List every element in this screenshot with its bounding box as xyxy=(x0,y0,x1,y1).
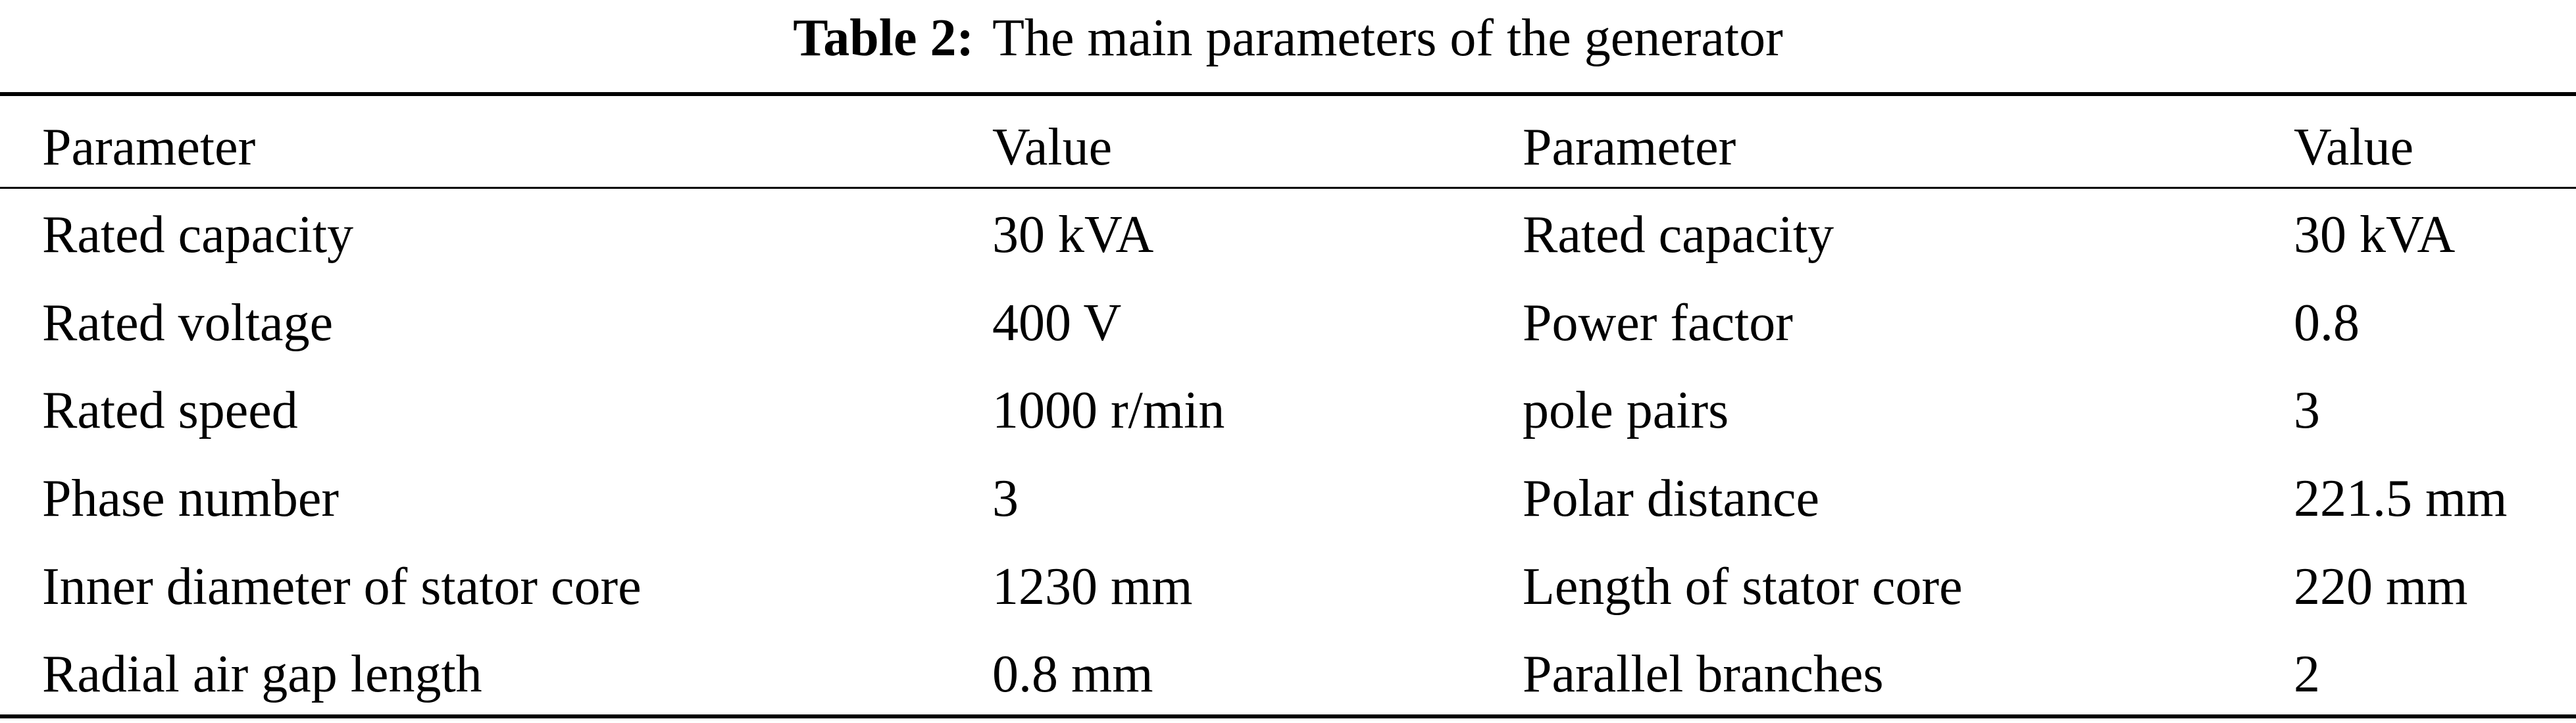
table-cell: Rated capacity xyxy=(42,206,354,264)
table-cell: Radial air gap length xyxy=(42,645,482,703)
table-caption-title: The main parameters of the generator xyxy=(992,9,1783,67)
table-cell: Inner diameter of stator core xyxy=(42,558,642,616)
table-row: Rated speed 1000 r/min pole pairs 3 xyxy=(0,366,2576,455)
table-header-rule xyxy=(0,187,2576,189)
table-row: Phase number 3 Polar distance 221.5 mm xyxy=(0,455,2576,543)
table-cell: 30 kVA xyxy=(992,206,1154,264)
table-caption-label: Table 2: xyxy=(793,9,974,67)
table-cell: Phase number xyxy=(42,470,340,528)
table-cell: Parallel branches xyxy=(1523,645,1884,703)
header-cell: Value xyxy=(2294,118,2414,176)
table-bottom-rule xyxy=(0,714,2576,718)
table-caption: Table 2: The main parameters of the gene… xyxy=(0,0,2576,76)
table-row: Inner diameter of stator core 1230 mm Le… xyxy=(0,543,2576,631)
table-cell: 3 xyxy=(992,470,1019,528)
table-cell: 1230 mm xyxy=(992,558,1193,616)
table-row: Rated voltage 400 V Power factor 0.8 xyxy=(0,279,2576,367)
header-cell: Parameter xyxy=(42,118,256,176)
table-cell: Rated voltage xyxy=(42,294,334,352)
table-cell: 220 mm xyxy=(2294,558,2468,616)
table-cell: 400 V xyxy=(992,294,1122,352)
table-cell: 3 xyxy=(2294,382,2320,439)
table-row: Rated capacity 30 kVA Rated capacity 30 … xyxy=(0,191,2576,279)
header-cell: Value xyxy=(992,118,1113,176)
table-row: Radial air gap length 0.8 mm Parallel br… xyxy=(0,630,2576,718)
table-cell: Rated speed xyxy=(42,382,298,439)
table-cell: 221.5 mm xyxy=(2294,470,2508,528)
table-cell: 0.8 xyxy=(2294,294,2360,352)
table-cell: 1000 r/min xyxy=(992,382,1225,439)
table-top-rule xyxy=(0,92,2576,96)
table-cell: Power factor xyxy=(1523,294,1793,352)
table-cell: Rated capacity xyxy=(1523,206,1834,264)
table-cell: 30 kVA xyxy=(2294,206,2456,264)
table-cell: Polar distance xyxy=(1523,470,1819,528)
header-cell: Parameter xyxy=(1523,118,1736,176)
table-cell: 2 xyxy=(2294,645,2320,703)
table-cell: pole pairs xyxy=(1523,382,1729,439)
table-cell: Length of stator core xyxy=(1523,558,1963,616)
table-cell: 0.8 mm xyxy=(992,645,1153,703)
table-header-row: Parameter Value Parameter Value xyxy=(0,103,2576,191)
